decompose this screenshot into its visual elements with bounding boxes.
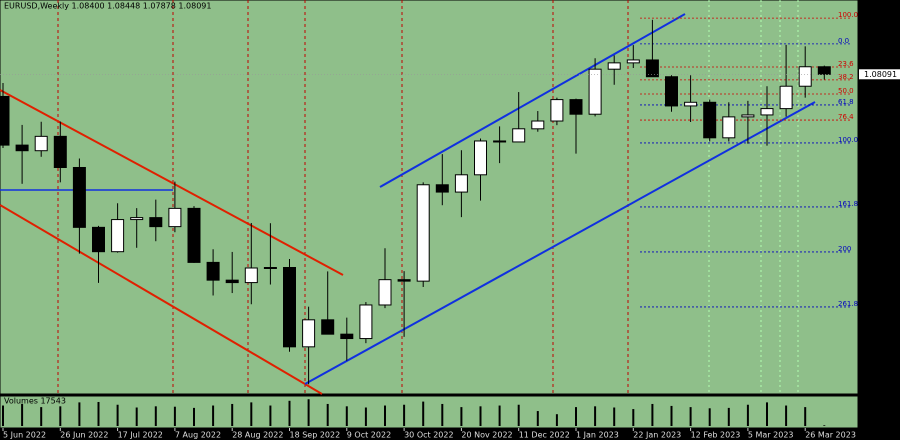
candle-body bbox=[130, 217, 144, 221]
candle-body bbox=[607, 62, 621, 70]
candle-body bbox=[378, 279, 392, 306]
candle-body bbox=[149, 217, 163, 228]
y-tick-label: 1.01670 bbox=[864, 226, 897, 235]
candle-body bbox=[684, 101, 698, 107]
x-tick-label: 11 Dec 2022 bbox=[519, 431, 570, 440]
x-tick-label: 20 Nov 2022 bbox=[461, 431, 512, 440]
y-tick-label: 1.00065 bbox=[864, 265, 897, 274]
fib-label: 38.2 bbox=[838, 73, 854, 81]
x-tick-label: 17 Jul 2022 bbox=[118, 431, 163, 440]
x-tick-label: 26 Jun 2022 bbox=[60, 431, 108, 440]
trend-lines bbox=[0, 13, 816, 395]
fib-label: 23.6 bbox=[838, 60, 854, 68]
x-tick-label: 30 Oct 2022 bbox=[404, 431, 453, 440]
candle-body bbox=[512, 128, 526, 143]
candle-body bbox=[817, 66, 831, 75]
candle-body bbox=[416, 184, 430, 282]
y-tick-label: 0.99270 bbox=[864, 284, 897, 293]
x-tick-label: 22 Jan 2023 bbox=[633, 431, 681, 440]
candle-body bbox=[569, 99, 583, 115]
y-tick-label: 0.96075 bbox=[864, 362, 897, 371]
candle-body bbox=[321, 319, 335, 335]
candle-body bbox=[340, 333, 354, 340]
chart-title: EURUSD,Weekly 1.08400 1.08448 1.07878 1.… bbox=[4, 2, 211, 11]
candle-body bbox=[493, 140, 507, 143]
y-tick-label: 1.10445 bbox=[864, 13, 897, 22]
fib-label: 100.0 bbox=[838, 136, 858, 144]
x-tick-label: 5 Jun 2022 bbox=[3, 431, 46, 440]
candle-body bbox=[531, 120, 545, 130]
y-tick-label: 0.96885 bbox=[864, 342, 897, 351]
x-tick-label: 18 Sep 2022 bbox=[290, 431, 341, 440]
candle-body bbox=[435, 184, 449, 193]
fib-label: 261.8 bbox=[838, 300, 858, 308]
y-tick-label: 1.05660 bbox=[864, 129, 897, 138]
y-tick-label: 0.97680 bbox=[864, 323, 897, 332]
candle-body bbox=[474, 140, 487, 176]
x-tick-label: 26 Mar 2023 bbox=[805, 431, 856, 440]
candle-body bbox=[760, 108, 774, 116]
y-tick-label: 1.04865 bbox=[864, 148, 897, 157]
candle-body bbox=[722, 116, 736, 139]
candle-body bbox=[741, 114, 755, 118]
fib-label: 200 bbox=[838, 245, 851, 253]
fib-label: 76.4 bbox=[838, 113, 854, 121]
fib-label: 50.0 bbox=[838, 87, 854, 95]
separators bbox=[57, 0, 799, 394]
y-tick-label: 1.07265 bbox=[864, 90, 897, 99]
candle-body bbox=[397, 279, 411, 282]
x-tick-label: 9 Oct 2022 bbox=[347, 431, 391, 440]
y-tick-label: 0.98475 bbox=[864, 304, 897, 313]
y-tick-label: 1.03260 bbox=[864, 187, 897, 196]
candle-body bbox=[550, 99, 564, 122]
volume-tick-label: 685751 bbox=[864, 395, 895, 404]
x-tick-label: 7 Aug 2022 bbox=[175, 431, 221, 440]
current-price-box bbox=[859, 69, 900, 80]
y-tick-label: 1.00875 bbox=[864, 245, 897, 254]
candle-body bbox=[798, 66, 812, 87]
candle-body bbox=[779, 85, 793, 110]
x-tick-label: 5 Mar 2023 bbox=[748, 431, 794, 440]
candle-body bbox=[72, 166, 86, 228]
volume-panel bbox=[0, 395, 859, 429]
fib-label: 161.8 bbox=[838, 200, 858, 208]
candle-body bbox=[703, 101, 717, 139]
candle-body bbox=[283, 267, 296, 348]
candle-body bbox=[665, 76, 678, 107]
volume-tick-label: 0 bbox=[864, 422, 869, 431]
candle-body bbox=[53, 135, 67, 168]
candle-body bbox=[0, 95, 10, 146]
current-price-label: 1.08091 bbox=[864, 70, 897, 79]
y-tick-label: 1.09650 bbox=[864, 32, 897, 41]
candle-body bbox=[206, 261, 220, 281]
y-tick-label: 1.04070 bbox=[864, 168, 897, 177]
candle-body bbox=[359, 304, 373, 340]
fib-label: 100.0 bbox=[838, 11, 858, 19]
candle-body bbox=[168, 207, 182, 228]
candle-body bbox=[187, 207, 201, 263]
y-tick-label: 0.95280 bbox=[864, 382, 897, 391]
candle-body bbox=[92, 226, 105, 253]
fib-label: 61.8 bbox=[838, 98, 854, 106]
candle-body bbox=[225, 279, 239, 284]
y-tick-label: 1.02465 bbox=[864, 207, 897, 216]
volume-title: Volumes 17543 bbox=[4, 397, 66, 406]
candle-body bbox=[454, 174, 468, 193]
candle-body bbox=[626, 59, 640, 64]
x-tick-label: 28 Aug 2022 bbox=[232, 431, 283, 440]
x-tick-label: 1 Jan 2023 bbox=[576, 431, 619, 440]
candle-body bbox=[244, 267, 258, 284]
candle-body bbox=[645, 59, 659, 78]
candle-body bbox=[15, 144, 29, 152]
candle-body bbox=[111, 219, 125, 253]
x-tick-label: 12 Feb 2023 bbox=[691, 431, 741, 440]
candle-body bbox=[263, 267, 277, 270]
candle-body bbox=[588, 68, 602, 115]
fib-label: 0.0 bbox=[838, 37, 849, 45]
candle-body bbox=[34, 135, 48, 152]
candle-body bbox=[302, 319, 316, 348]
